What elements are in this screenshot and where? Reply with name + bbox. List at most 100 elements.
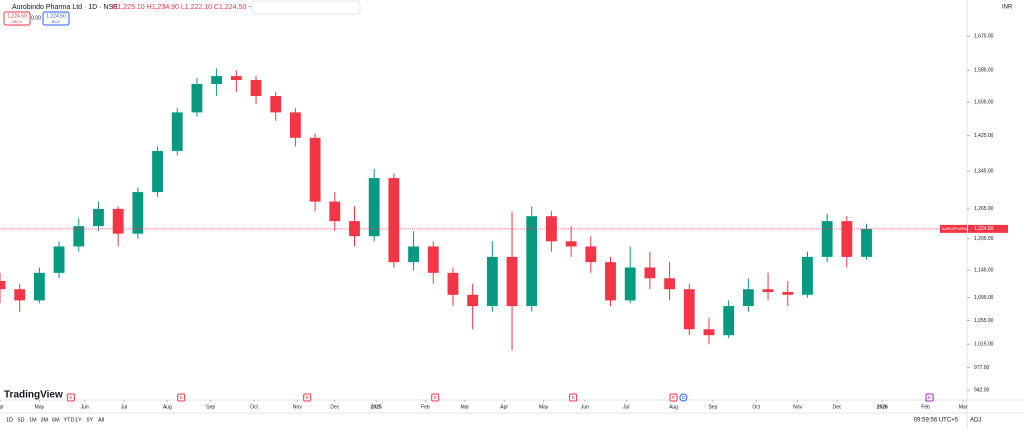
- event-label: E: [434, 395, 437, 400]
- candle-body: [230, 76, 242, 81]
- range-button[interactable]: 1Y: [75, 417, 82, 423]
- candle-body: [821, 221, 833, 257]
- ohlc: O1,225.10 H1,234.90 L1,222.10 C1,224.50 …: [112, 4, 296, 11]
- x-tick-label: 2026: [877, 404, 888, 410]
- candle-body: [211, 76, 223, 84]
- candle-body: [93, 208, 104, 227]
- x-tick-label: Feb: [421, 404, 430, 410]
- y-tick-label: 1,055.00: [974, 318, 994, 324]
- y-tick-label: 1,205.00: [974, 236, 994, 242]
- candle-body: [14, 289, 26, 301]
- last-price-label: 1,224.50: [974, 226, 994, 232]
- range-button[interactable]: 5D: [18, 417, 25, 423]
- candle-body: [368, 178, 380, 237]
- event-label: E: [928, 395, 931, 400]
- candle-body: [388, 178, 400, 263]
- candle-body: [0, 280, 6, 290]
- candle-body: [329, 201, 341, 222]
- adj[interactable]: ADJ: [970, 418, 981, 424]
- x-tick-label: Sep: [206, 404, 215, 410]
- y-tick-label: 1,425.00: [974, 133, 994, 139]
- buy-label: BUY: [52, 19, 61, 24]
- range-button[interactable]: YTD: [64, 417, 75, 423]
- event-marker[interactable]: [569, 393, 578, 402]
- event-marker[interactable]: [431, 393, 440, 402]
- x-tick-label: Aug: [163, 404, 172, 410]
- x-tick-label: Feb: [921, 404, 930, 410]
- x-tick-label: May: [35, 404, 45, 410]
- x-tick-label: Sep: [708, 404, 717, 410]
- y-tick-label: 1,265.00: [974, 206, 994, 212]
- candle-body: [664, 278, 676, 290]
- event-label: E: [672, 395, 675, 400]
- sell-price: 1,224.50: [7, 13, 27, 19]
- candle-body: [270, 95, 282, 113]
- x-tick-label: Jun: [81, 404, 89, 410]
- candle-body: [309, 137, 321, 202]
- candle-body: [33, 272, 45, 301]
- y-tick-label: 942.00: [974, 387, 990, 393]
- x-tick-label: Mar: [959, 404, 968, 410]
- last-price-bg: [968, 224, 1008, 233]
- event-label: D: [682, 395, 686, 400]
- event-label: E: [69, 395, 72, 400]
- y-tick-label: 1,585.00: [974, 68, 994, 74]
- range-button[interactable]: 6M: [52, 417, 60, 423]
- x-tick-label: Jul: [121, 404, 127, 410]
- y-tick-label: 1,095.00: [974, 295, 994, 301]
- candle-body: [742, 289, 754, 307]
- event-marker[interactable]: [669, 393, 678, 402]
- candle-body: [762, 289, 774, 293]
- drawing-toolbar[interactable]: [251, 0, 361, 15]
- candle-body: [565, 241, 577, 247]
- y-tick-label: 1,145.00: [974, 267, 994, 273]
- x-tick-label: Mar: [460, 404, 469, 410]
- candle-body: [112, 208, 124, 234]
- brand: TradingView: [4, 390, 63, 401]
- candle-body: [408, 246, 419, 263]
- x-tick-label: 2025: [371, 404, 382, 410]
- y-tick-label: 1,015.00: [974, 342, 994, 348]
- candle-body: [861, 228, 872, 257]
- candle-body: [152, 150, 163, 193]
- candle-body: [703, 329, 715, 336]
- candle-body: [191, 83, 203, 113]
- sell-button[interactable]: [3, 11, 31, 26]
- spread: 0.00: [31, 15, 41, 21]
- range-button[interactable]: 1M: [29, 417, 37, 423]
- event-marker[interactable]: [66, 393, 75, 402]
- x-tick-label: Apr: [500, 404, 508, 410]
- x-tick-label: Nov: [293, 404, 302, 410]
- event-marker[interactable]: [303, 393, 312, 402]
- candle-body: [171, 112, 183, 151]
- x-tick-label: Oct: [250, 404, 258, 410]
- y-tick-label: 1,505.00: [974, 99, 994, 105]
- event-label: E: [306, 395, 309, 400]
- range-button[interactable]: 1D: [6, 417, 13, 423]
- candle-body: [644, 267, 656, 279]
- range-button[interactable]: 3M: [41, 417, 49, 423]
- y-tick-label: 977.00: [974, 365, 990, 371]
- candle-body: [427, 246, 439, 273]
- event-marker[interactable]: [679, 393, 688, 402]
- candle-body: [723, 306, 735, 336]
- range-button[interactable]: 5Y: [87, 417, 94, 423]
- candle-body: [289, 112, 301, 138]
- candle-body: [250, 80, 262, 96]
- event-marker[interactable]: [177, 393, 186, 402]
- range-button[interactable]: All: [98, 417, 104, 423]
- event-marker[interactable]: [925, 393, 934, 402]
- currency: INR: [1002, 5, 1013, 11]
- buy-button[interactable]: [42, 11, 70, 26]
- buy-price: 1,224.50: [46, 13, 66, 19]
- candle-body: [53, 246, 65, 273]
- candle-body: [73, 226, 85, 247]
- event-label: E: [180, 395, 183, 400]
- event-label: E: [572, 395, 575, 400]
- x-tick-label: Oct: [752, 404, 760, 410]
- candle-body: [782, 292, 794, 295]
- candle-body: [132, 192, 144, 234]
- candle-body: [802, 256, 813, 295]
- sell-label: SELL: [12, 19, 23, 24]
- x-tick-label: May: [539, 404, 549, 410]
